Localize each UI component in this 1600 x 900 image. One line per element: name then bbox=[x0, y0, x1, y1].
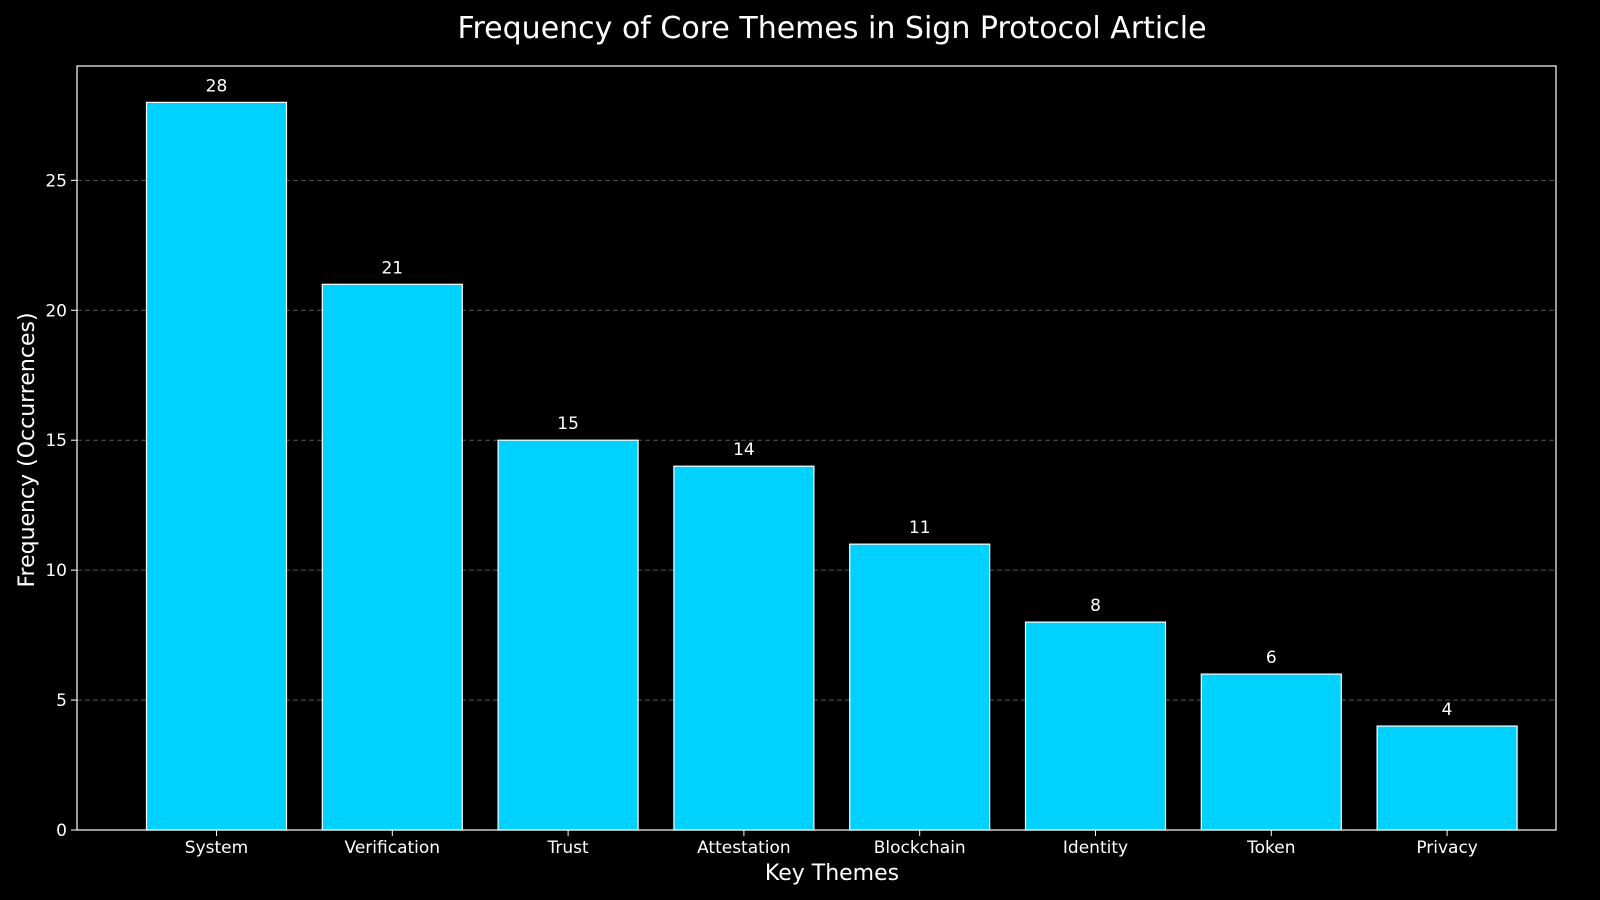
x-tick-label-privacy: Privacy bbox=[1416, 838, 1478, 858]
y-tick-label-0: 0 bbox=[56, 821, 67, 841]
x-tick-label-token: Token bbox=[1246, 838, 1295, 858]
bar-verification bbox=[321, 283, 463, 831]
data-label-trust: 15 bbox=[557, 414, 579, 434]
x-tick-label-blockchain: Blockchain bbox=[874, 838, 966, 858]
y-tick-label-20: 20 bbox=[45, 301, 67, 321]
y-tick-label-15: 15 bbox=[45, 431, 67, 451]
x-tick-label-trust: Trust bbox=[547, 838, 590, 858]
data-label-verification: 21 bbox=[381, 258, 403, 278]
y-tick-label-10: 10 bbox=[45, 561, 67, 581]
data-label-attestation: 14 bbox=[733, 440, 755, 460]
x-tick-label-attestation: Attestation bbox=[697, 838, 791, 858]
y-tick-label-25: 25 bbox=[45, 171, 67, 191]
bar-token bbox=[1200, 673, 1342, 831]
bar-identity bbox=[1024, 621, 1167, 831]
y-axis-ticks: 0 5 10 15 20 25 bbox=[45, 171, 77, 841]
x-axis-label: Key Themes bbox=[765, 861, 899, 886]
y-tick-label-5: 5 bbox=[56, 691, 67, 711]
data-label-token: 6 bbox=[1266, 648, 1277, 668]
plot-frame bbox=[76, 65, 1557, 831]
chart-title: Frequency of Core Themes in Sign Protoco… bbox=[457, 11, 1206, 46]
bar-value-labels: 28 21 15 14 11 8 6 4 bbox=[206, 76, 1453, 720]
x-tick-label-verification: Verification bbox=[345, 838, 441, 858]
data-label-privacy: 4 bbox=[1442, 700, 1453, 720]
x-axis-ticks: System Verification Trust Attestation Blockc… bbox=[185, 830, 1478, 858]
data-label-system: 28 bbox=[206, 76, 228, 96]
bar-privacy bbox=[1376, 725, 1518, 831]
bar-attestation bbox=[673, 465, 815, 831]
bars bbox=[145, 101, 1518, 831]
bar-trust bbox=[497, 439, 639, 831]
x-tick-label-system: System bbox=[185, 838, 248, 858]
y-axis-label: Frequency (Occurrences) bbox=[15, 312, 40, 587]
x-tick-label-identity: Identity bbox=[1063, 838, 1128, 858]
data-label-identity: 8 bbox=[1090, 596, 1101, 616]
bar-system bbox=[145, 101, 288, 831]
data-label-blockchain: 11 bbox=[909, 518, 931, 538]
bar-blockchain bbox=[849, 543, 991, 831]
